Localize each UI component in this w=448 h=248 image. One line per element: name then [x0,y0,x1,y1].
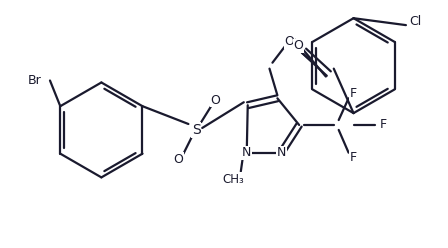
Text: F: F [379,119,387,131]
Text: O: O [284,35,294,48]
Text: F: F [350,87,357,100]
Text: Br: Br [27,74,41,87]
Text: Cl: Cl [410,15,422,28]
Text: N: N [277,146,286,159]
Text: S: S [192,123,201,137]
Text: F: F [350,151,357,164]
Text: O: O [210,94,220,107]
Text: N: N [242,146,251,159]
Text: O: O [293,39,303,52]
Text: CH₃: CH₃ [222,173,244,186]
Text: O: O [173,153,183,166]
